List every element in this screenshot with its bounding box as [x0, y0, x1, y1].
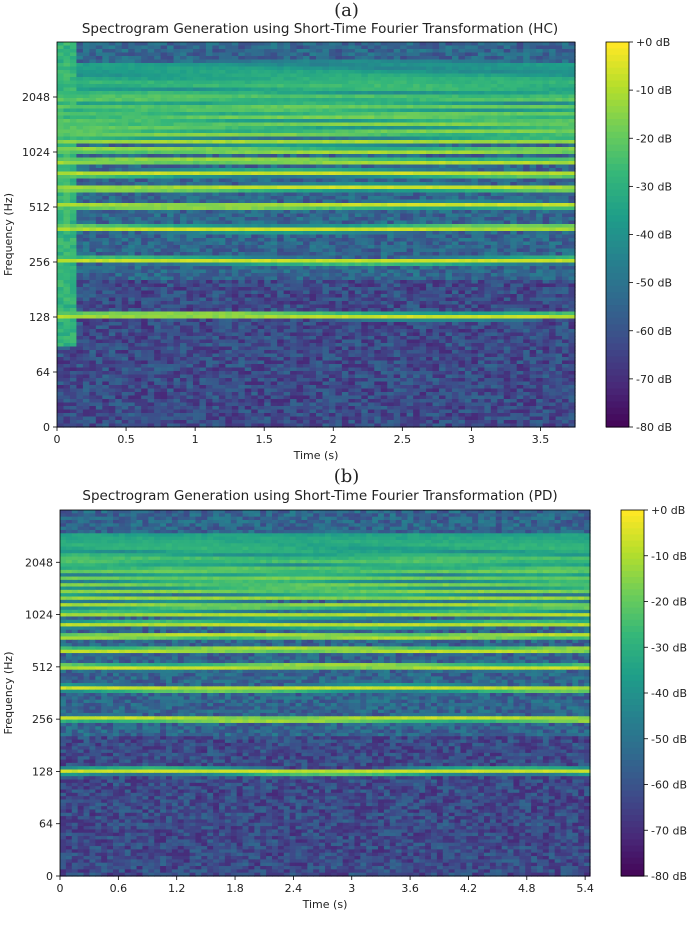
heatmap-cells	[60, 510, 591, 877]
x-tick-label: 3	[348, 882, 355, 895]
x-tick-label: 1.5	[255, 433, 273, 446]
panel-label-b: (b)	[333, 466, 360, 487]
colorbar-tick-label: -40 dB	[651, 687, 687, 700]
x-tick-label: 0.5	[117, 433, 135, 446]
y-axis-label: Frequency (Hz)	[2, 652, 15, 735]
colorbar-tick-label: -40 dB	[636, 229, 672, 242]
chart-title-b: Spectrogram Generation using Short-Time …	[82, 488, 558, 504]
x-tick-label: 0	[54, 433, 61, 446]
colorbar-tick-label: -10 dB	[651, 550, 687, 563]
colorbar-tick-label: -30 dB	[636, 180, 672, 193]
x-tick-label: 2.4	[285, 882, 303, 895]
y-tick-label: 2048	[25, 556, 53, 569]
colorbar-tick-label: -20 dB	[651, 596, 687, 609]
y-tick-label: 512	[32, 661, 53, 674]
x-tick-label: 4.2	[460, 882, 478, 895]
y-tick-label: 64	[39, 818, 53, 831]
y-tick-label: 256	[29, 256, 50, 269]
plot-frame	[56, 41, 576, 428]
y-tick-label: 256	[32, 713, 53, 726]
colorbar	[620, 509, 645, 877]
y-tick-label: 0	[43, 421, 50, 434]
x-axis-label: Time (s)	[302, 898, 348, 911]
y-tick-label: 64	[36, 366, 50, 379]
x-tick-label: 0	[57, 882, 64, 895]
y-tick-label: 1024	[25, 609, 53, 622]
plot-frame	[59, 509, 591, 877]
x-tick-label: 1.2	[168, 882, 186, 895]
x-tick-label: 0.6	[110, 882, 128, 895]
x-tick-label: 2	[330, 433, 337, 446]
colorbar-tick-label: -50 dB	[636, 277, 672, 290]
x-tick-label: 3.5	[532, 433, 550, 446]
x-tick-label: 5.4	[576, 882, 594, 895]
x-axis-label: Time (s)	[293, 449, 339, 462]
y-tick-label: 2048	[22, 91, 50, 104]
colorbar-tick-label: -50 dB	[651, 733, 687, 746]
panel-label-a: (a)	[334, 0, 359, 21]
colorbar-tick-label: -60 dB	[651, 779, 687, 792]
x-tick-label: 3	[468, 433, 475, 446]
colorbar-tick-label: -30 dB	[651, 641, 687, 654]
y-tick-label: 128	[32, 765, 53, 778]
colorbar-tick-label: -80 dB	[651, 870, 687, 883]
chart-title-a: Spectrogram Generation using Short-Time …	[81, 21, 559, 37]
spectrogram-chart-a: 0 0.5 1 1.5 2 2.5 3 3.5 0 64 128 256 512 1024 2048 Time…	[2, 36, 672, 462]
colorbar-tick-label: -70 dB	[651, 824, 687, 837]
x-tick-label: 1	[192, 433, 199, 446]
colorbar-tick-label: -20 dB	[636, 132, 672, 145]
y-tick-label: 512	[29, 201, 50, 214]
y-tick-label: 1024	[22, 146, 50, 159]
y-tick-label: 0	[46, 870, 53, 883]
colorbar	[605, 41, 630, 428]
colorbar-tick-label: -80 dB	[636, 421, 672, 434]
colorbar-tick-label: -70 dB	[636, 373, 672, 386]
x-tick-label: 4.8	[518, 882, 536, 895]
colorbar-tick-label: -10 dB	[636, 84, 672, 97]
heatmap-cells	[57, 42, 576, 428]
y-tick-label: 128	[29, 311, 50, 324]
colorbar-tick-label: -60 dB	[636, 325, 672, 338]
x-tick-label: 3.6	[401, 882, 419, 895]
colorbar-tick-label: +0 dB	[651, 504, 685, 517]
x-tick-label: 2.5	[394, 433, 412, 446]
y-axis-label: Frequency (Hz)	[2, 193, 15, 276]
spectrogram-chart-b: 0 0.6 1.2 1.8 2.4 3 3.6 4.2 4.8 5.4 0 64 128 256 512 10…	[2, 504, 687, 911]
colorbar-tick-label: +0 dB	[636, 36, 670, 49]
x-tick-label: 1.8	[226, 882, 244, 895]
